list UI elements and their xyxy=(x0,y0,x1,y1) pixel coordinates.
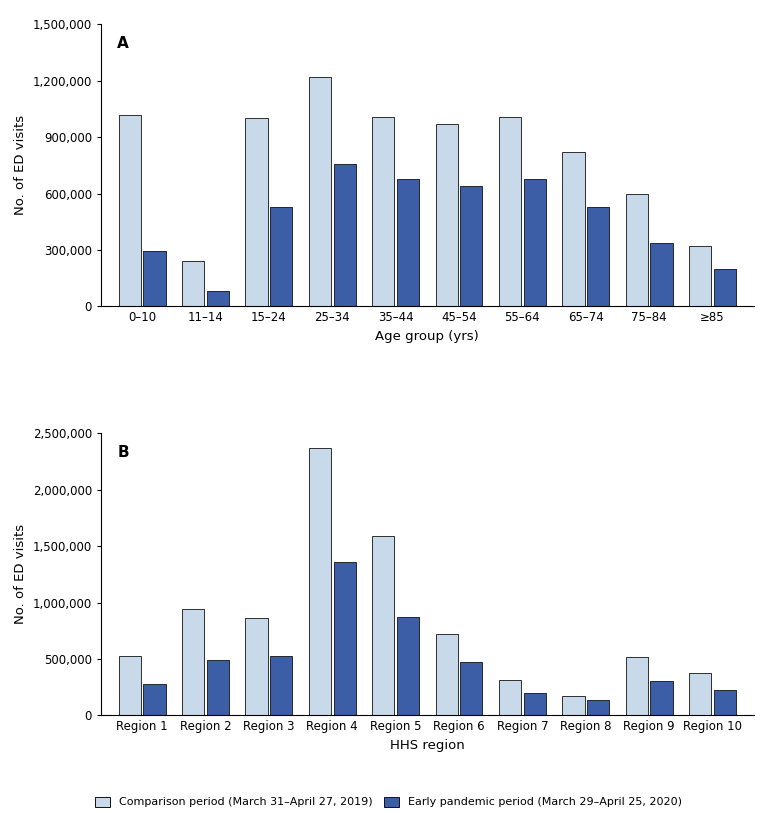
Bar xyxy=(563,152,584,307)
Bar xyxy=(246,119,267,307)
Bar xyxy=(689,673,711,715)
Bar xyxy=(499,680,521,715)
Bar xyxy=(524,179,546,307)
Bar xyxy=(207,659,229,715)
Bar xyxy=(714,269,736,307)
Bar xyxy=(246,619,267,715)
Bar xyxy=(436,124,458,307)
Bar xyxy=(625,657,648,715)
Bar xyxy=(207,291,229,307)
Bar xyxy=(436,634,458,715)
Bar xyxy=(372,116,395,307)
Bar xyxy=(119,655,141,715)
Bar xyxy=(144,251,166,307)
Bar xyxy=(587,207,609,307)
Bar xyxy=(650,242,673,307)
Bar xyxy=(308,448,331,715)
Bar xyxy=(270,655,292,715)
Legend: Comparison period (March 31–April 27, 2019), Early pandemic period (March 29–Apr: Comparison period (March 31–April 27, 20… xyxy=(95,797,682,807)
X-axis label: HHS region: HHS region xyxy=(390,739,465,752)
Text: A: A xyxy=(117,36,129,50)
Y-axis label: No. of ED visits: No. of ED visits xyxy=(14,524,27,624)
Text: B: B xyxy=(117,445,129,459)
Bar xyxy=(689,246,711,307)
Bar xyxy=(499,116,521,307)
Bar xyxy=(308,77,331,307)
Bar xyxy=(397,617,419,715)
X-axis label: Age group (yrs): Age group (yrs) xyxy=(375,330,479,343)
Y-axis label: No. of ED visits: No. of ED visits xyxy=(14,115,27,215)
Bar xyxy=(182,261,204,307)
Bar xyxy=(270,207,292,307)
Bar xyxy=(460,663,483,715)
Bar xyxy=(397,179,419,307)
Bar xyxy=(625,193,648,307)
Bar xyxy=(587,700,609,715)
Bar xyxy=(714,690,736,715)
Bar xyxy=(333,562,356,715)
Bar xyxy=(372,536,395,715)
Bar xyxy=(333,163,356,307)
Bar xyxy=(460,186,483,307)
Bar xyxy=(563,696,584,715)
Bar xyxy=(144,684,166,715)
Bar xyxy=(182,610,204,715)
Bar xyxy=(524,693,546,715)
Bar xyxy=(650,681,673,715)
Bar xyxy=(119,115,141,307)
